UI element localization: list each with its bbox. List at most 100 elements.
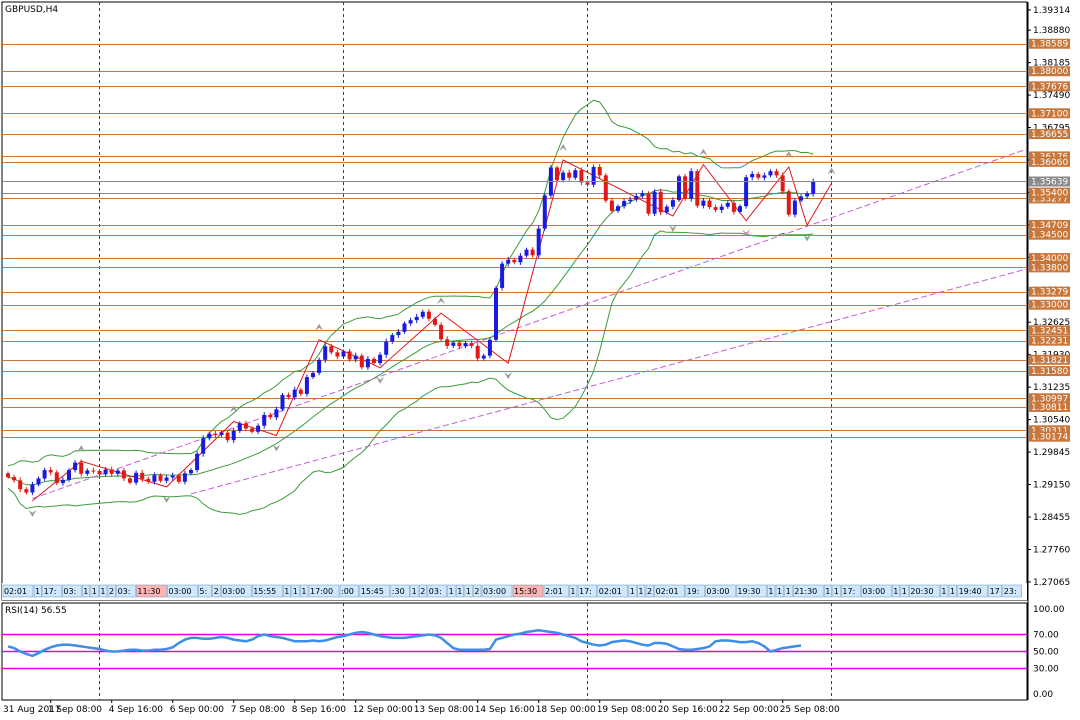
- candle: [683, 176, 688, 199]
- time-tick-label: 22 Sep 00:00: [719, 705, 779, 715]
- event-marker-label: 2: [214, 587, 219, 596]
- candle: [457, 342, 462, 347]
- level-price-label: 1.38000: [1031, 67, 1068, 77]
- candle: [609, 200, 614, 211]
- candle: [634, 195, 639, 200]
- time-tick-label: 19 Sep 08:00: [597, 705, 657, 715]
- event-marker: [685, 584, 705, 598]
- candle: [664, 206, 669, 213]
- candle: [384, 341, 389, 355]
- candle: [439, 324, 444, 340]
- event-marker-label: 03:: [118, 587, 131, 596]
- event-marker: [940, 584, 949, 598]
- event-marker: [792, 584, 824, 598]
- candle: [213, 433, 218, 436]
- level-price-label: 1.30997: [1031, 394, 1068, 404]
- level-price-tag: [1029, 335, 1070, 346]
- level-price-label: 1.30311: [1031, 426, 1068, 436]
- event-marker: [784, 584, 793, 598]
- level-price-label: 1.33279: [1031, 288, 1068, 298]
- event-marker: [62, 584, 82, 598]
- trend-line-lower: [190, 268, 1028, 495]
- candle: [414, 316, 419, 321]
- level-price-label: 1.36655: [1031, 130, 1068, 140]
- candle: [201, 438, 206, 454]
- candle: [616, 206, 620, 211]
- candle: [115, 470, 120, 474]
- level-price-tag: [1029, 366, 1070, 377]
- price-tick-label: 1.29150: [1033, 481, 1070, 491]
- level-price-tag: [1029, 81, 1070, 92]
- rsi-tick-label: 70.00: [1033, 631, 1059, 641]
- event-marker: [957, 584, 988, 598]
- candle: [402, 323, 407, 332]
- candle: [225, 432, 230, 441]
- candle: [207, 433, 212, 439]
- event-marker: [464, 584, 473, 598]
- event-marker: [212, 584, 221, 598]
- event-marker: [543, 584, 569, 598]
- event-marker-label: 1: [284, 587, 289, 596]
- event-marker: [447, 584, 456, 598]
- event-marker-label: 1: [570, 587, 575, 596]
- event-marker: [167, 584, 198, 598]
- candle: [487, 339, 492, 356]
- candle: [219, 432, 224, 436]
- candle: [237, 423, 242, 431]
- level-price-tag: [1029, 66, 1070, 77]
- candle: [48, 470, 53, 473]
- candle: [408, 320, 413, 324]
- event-marker-label: 1: [100, 587, 105, 596]
- candle: [451, 342, 456, 346]
- event-marker: [767, 584, 776, 598]
- price-tick-label: 1.27760: [1033, 545, 1070, 555]
- candle: [500, 263, 505, 288]
- candle: [54, 472, 59, 484]
- event-marker: [832, 584, 841, 598]
- level-price-tag: [1029, 354, 1070, 365]
- candle: [713, 207, 718, 210]
- fractal-up-marker: [784, 150, 793, 158]
- event-marker: [569, 584, 578, 598]
- level-price-tag: [1029, 187, 1070, 198]
- candle: [811, 181, 816, 194]
- time-tick-label: 1 Sep 08:00: [48, 705, 103, 715]
- candle: [628, 199, 633, 202]
- candle: [60, 479, 65, 484]
- candle: [445, 339, 450, 346]
- candle: [164, 477, 169, 481]
- candle: [79, 462, 84, 474]
- event-marker-label: 1: [893, 587, 898, 596]
- event-marker-label: 5:: [199, 587, 207, 596]
- main-chart-pane[interactable]: [1, 1, 1028, 601]
- event-marker-label: 1: [92, 587, 97, 596]
- event-marker-label: 1: [83, 587, 88, 596]
- candle: [774, 171, 779, 176]
- event-marker: [891, 584, 901, 598]
- candle: [250, 428, 254, 432]
- candle: [756, 173, 761, 178]
- current-price-tag: [1029, 176, 1070, 187]
- candle: [744, 177, 749, 207]
- rsi-tick-label: 100.00: [1033, 605, 1065, 615]
- event-marker-label: 17:: [44, 587, 57, 596]
- rsi-line: [7, 629, 802, 658]
- candle: [274, 409, 279, 418]
- level-price-tag: [1029, 425, 1070, 436]
- event-marker-label: 1: [768, 587, 773, 596]
- fractal-up-marker: [437, 297, 446, 305]
- candle: [286, 394, 291, 398]
- event-marker-label: 1: [786, 587, 791, 596]
- event-marker-label: 03:00: [706, 587, 729, 596]
- event-marker: [473, 584, 482, 598]
- candle: [799, 196, 803, 201]
- time-tick-label: 6 Sep 00:00: [170, 705, 225, 715]
- candle: [128, 478, 132, 483]
- event-marker-label: 21:30: [794, 587, 817, 596]
- level-price-label: 1.34500: [1031, 231, 1068, 241]
- event-marker: [637, 584, 646, 598]
- rsi-pane[interactable]: [1, 602, 1028, 701]
- level-price-label: 1.34709: [1031, 221, 1068, 231]
- candle: [73, 462, 78, 471]
- candle: [140, 472, 145, 479]
